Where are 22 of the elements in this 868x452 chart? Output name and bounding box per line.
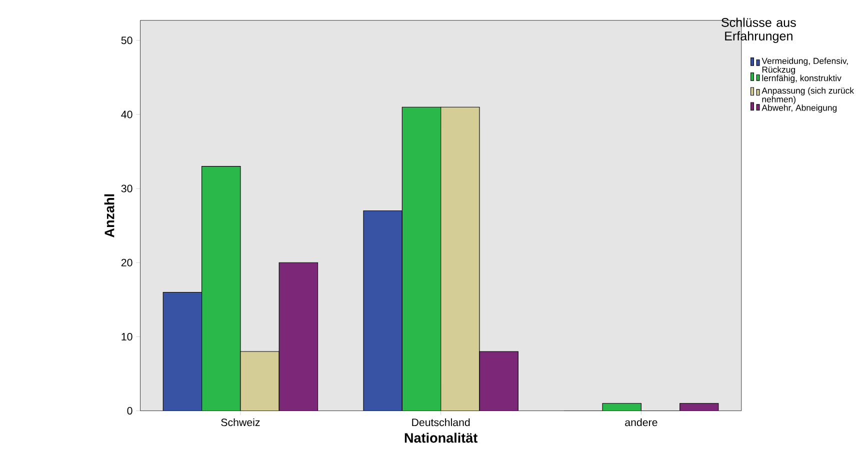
x-tick-label: Schweiz xyxy=(221,418,260,426)
bar xyxy=(162,292,202,411)
legend-label: lernfähig, konstruktiv xyxy=(762,74,842,83)
bar xyxy=(240,351,280,411)
y-tick-label: 50 xyxy=(121,36,132,44)
x-tick-label: Deutschland xyxy=(412,418,470,426)
bar xyxy=(202,166,241,411)
bar xyxy=(680,402,719,411)
legend-label: Anpassung (sich zurück nehmen) xyxy=(762,87,854,104)
bar xyxy=(602,402,642,411)
legend-label: Abwehr, Abneigung xyxy=(762,104,837,112)
y-axis-title: Anzahl xyxy=(104,194,114,238)
bar xyxy=(364,210,402,411)
x-tick-label: andere xyxy=(625,418,658,426)
y-tick-label: 0 xyxy=(127,406,132,414)
x-axis-title: Nationalität xyxy=(404,432,478,443)
y-tick-label: 30 xyxy=(121,184,132,192)
bar xyxy=(402,106,441,411)
y-tick-label: 10 xyxy=(122,332,132,340)
y-tick-label: 20 xyxy=(121,258,132,266)
bar xyxy=(440,106,480,411)
y-tick-label: 40 xyxy=(121,110,132,118)
